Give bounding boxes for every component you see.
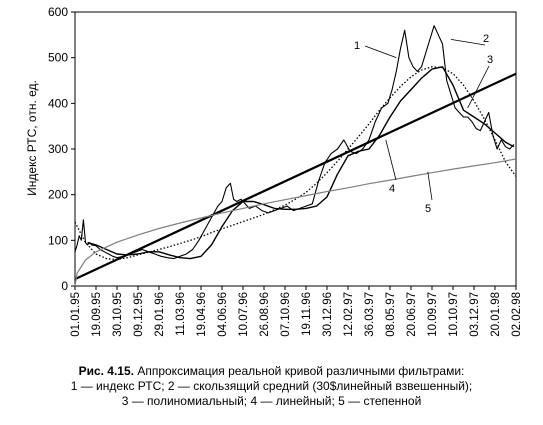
y-tick-label: 400 xyxy=(48,96,68,110)
x-tick-label: 09.12.95 xyxy=(133,292,145,337)
y-axis-title: Индекс РТС, отн. ед. xyxy=(25,80,39,196)
x-tick-label: 12.02.97 xyxy=(343,292,355,337)
series-2-label: 2 xyxy=(483,33,489,45)
chart: 0 100 200 300 400 500 600 01.01.95 19.09.95 30.1… xyxy=(25,5,523,337)
y-tick-label: 200 xyxy=(48,188,68,202)
y-tick-label: 0 xyxy=(61,279,68,293)
series-1-line xyxy=(74,25,515,260)
series-4-label: 4 xyxy=(389,183,395,195)
x-tick-label: 07.10.96 xyxy=(280,292,292,337)
x-tick-label: 30.12.96 xyxy=(322,292,334,337)
x-tick-label: 36.03.97 xyxy=(364,292,376,337)
series-4-leader xyxy=(385,139,397,181)
y-tick-label: 100 xyxy=(48,233,68,247)
x-tick-label: 26.08.96 xyxy=(259,292,271,337)
x-tick-label: 19.09.95 xyxy=(91,292,103,337)
x-tick-label: 11.03.96 xyxy=(175,292,187,336)
x-tick-label: 10.10.97 xyxy=(448,292,460,337)
series-2-leader xyxy=(450,39,486,46)
series-5-label: 5 xyxy=(425,203,431,215)
series-layer xyxy=(74,25,517,287)
caption-line-1: Рис. 4.15. Аппроксимация реальной кривой… xyxy=(0,364,543,379)
plot-area xyxy=(74,11,517,287)
x-tick-label: 10.07.96 xyxy=(238,292,250,337)
x-tick-label: 03.12.97 xyxy=(469,292,481,337)
x-tick-label: 04.06.96 xyxy=(217,292,229,337)
caption-line-3: 3 — полиномиальный; 4 — линейный; 5 — ст… xyxy=(121,394,422,408)
y-axis: 0 100 200 300 400 500 600 xyxy=(48,5,75,293)
series-1-leader xyxy=(364,45,397,59)
y-tick-label: 600 xyxy=(48,5,68,19)
series-2-line xyxy=(87,66,515,260)
x-tick-label: 19.11.96 xyxy=(301,292,313,336)
callout-layer: 1 2 3 4 5 xyxy=(354,33,493,215)
plot-frame xyxy=(74,11,517,287)
caption-title: Аппроксимация реальной кривой различными… xyxy=(134,364,465,378)
series-3-line xyxy=(74,66,517,261)
series-5-leader xyxy=(427,171,433,201)
x-axis: 01.01.95 19.09.95 30.10.95 09.12.95 29.01.96… xyxy=(70,286,523,337)
series-3-label: 3 xyxy=(487,54,493,66)
x-tick-label: 20.01.98 xyxy=(490,292,502,337)
series-5-line xyxy=(74,158,517,287)
x-tick-label: 10.09.97 xyxy=(427,292,439,337)
series-1-label: 1 xyxy=(354,40,360,52)
caption-line-2: 1 — индекс РТС; 2 — скользящий средний (… xyxy=(70,379,473,393)
x-tick-label: 30.10.95 xyxy=(112,292,124,337)
series-4-line xyxy=(74,72,517,281)
x-tick-label: 01.01.95 xyxy=(70,292,82,337)
x-tick-label: 20.06.97 xyxy=(406,292,418,337)
y-tick-label: 500 xyxy=(48,51,68,65)
series-3-leader xyxy=(467,65,490,109)
caption-figure-number: Рис. 4.15. xyxy=(78,364,134,378)
x-tick-label: 02.02.98 xyxy=(511,292,523,337)
figure-caption: Рис. 4.15. Аппроксимация реальной кривой… xyxy=(0,364,543,409)
x-tick-label: 29.01.96 xyxy=(154,292,166,337)
y-tick-label: 300 xyxy=(48,142,68,156)
x-tick-label: 08.05.97 xyxy=(385,292,397,337)
x-tick-label: 19.04.96 xyxy=(196,292,208,337)
